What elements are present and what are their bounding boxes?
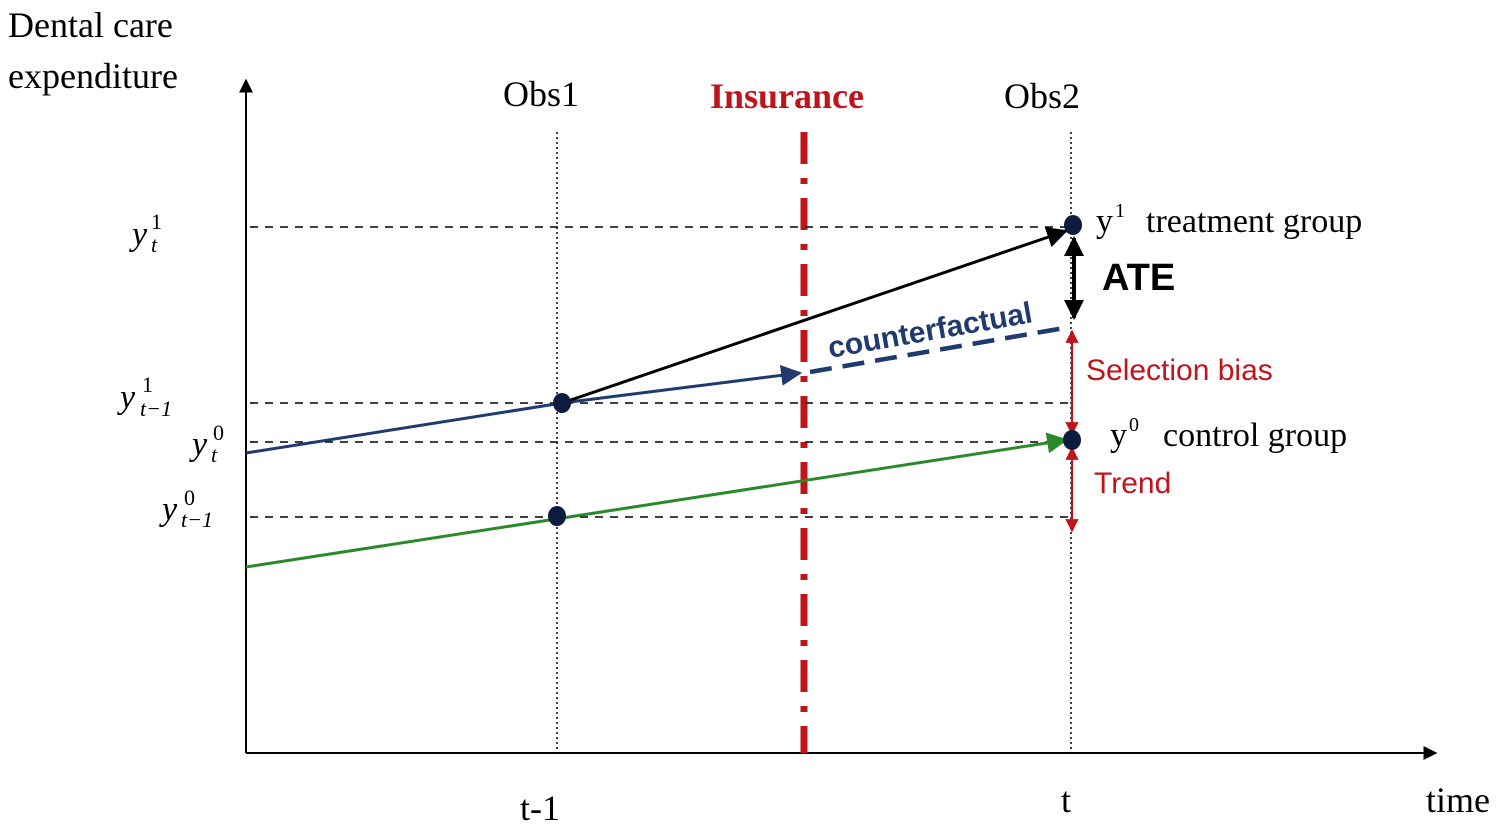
y-tick-y-tm1-0: y 0 t−1 [159,485,213,532]
obs2-label: Obs2 [1004,76,1080,116]
point-treatment-t [1064,215,1082,235]
obs1-label: Obs1 [503,74,579,114]
treatment-pre-line [245,401,563,455]
control-group-line [245,432,1069,569]
treatment-trend-arrow [561,364,803,405]
point-control-t-1 [548,506,566,526]
x-axis-label: time [1426,780,1490,820]
x-tick-t-minus-1: t-1 [520,788,560,828]
insurance-label: Insurance [710,76,864,116]
treatment-actual-line [561,227,1068,405]
y-axis-label-line1: Dental care [8,5,173,45]
point-control-t [1063,430,1081,450]
point-treatment-t-1 [553,393,571,413]
y-axis-label-line2: expenditure [8,56,178,96]
selection-bias-label: Selection bias [1086,354,1273,387]
control-group-label: y 0 control group [1110,414,1347,454]
x-tick-t: t [1061,780,1071,820]
counterfactual-label: counterfactual [825,296,1034,364]
treatment-group-label: y 1 treatment group [1096,200,1362,240]
counterfactual-line [809,324,1071,375]
y-tick-y-tm1-1: y 1 t−1 [117,372,172,421]
ate-label: ATE [1102,257,1175,299]
trend-label: Trend [1094,467,1171,500]
